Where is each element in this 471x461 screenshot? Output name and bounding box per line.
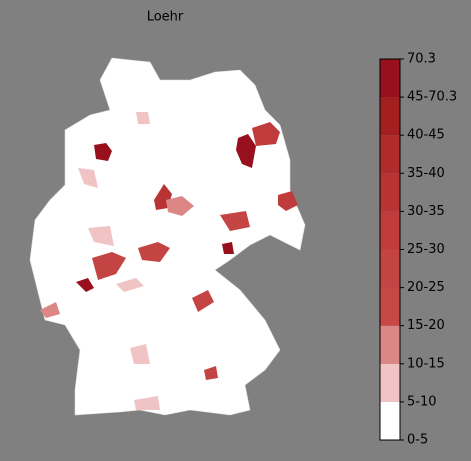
district <box>192 290 214 312</box>
district <box>220 211 250 231</box>
colorbar-label: 25-30 <box>407 242 445 257</box>
district <box>166 196 194 216</box>
colorbar-segment <box>380 363 400 402</box>
district <box>76 278 94 292</box>
map-title: Loehr <box>147 10 184 25</box>
colorbar-segment <box>380 173 400 212</box>
colorbar-segment <box>380 325 400 364</box>
colorbar-segment <box>380 59 400 98</box>
colorbar-segment <box>380 249 400 288</box>
district <box>94 143 112 161</box>
colorbar-segment <box>380 287 400 326</box>
colorbar-label: 20-25 <box>407 280 445 295</box>
colorbar-label: 40-45 <box>407 128 445 143</box>
colorbar-label: 15-20 <box>407 318 445 333</box>
district <box>78 168 98 188</box>
colorbar: 0-5 5-10 10-15 15-20 20-25 25-30 30-35 35-40 40-… <box>379 52 457 448</box>
colorbar-label: 0-5 <box>407 433 428 448</box>
district <box>222 242 234 254</box>
district <box>116 278 144 292</box>
colorbar-label: 30-35 <box>407 204 445 219</box>
district <box>130 344 150 364</box>
colorbar-label: 70.3 <box>407 52 436 67</box>
colorbar-label: 45-70.3 <box>407 90 457 105</box>
colorbar-segment <box>380 211 400 250</box>
district <box>134 396 160 410</box>
colorbar-segment <box>380 401 400 440</box>
district <box>236 134 256 168</box>
colorbar-label: 5-10 <box>407 394 437 409</box>
district <box>278 191 298 211</box>
district <box>40 302 60 318</box>
colorbar-label: 35-40 <box>407 166 445 181</box>
district <box>138 242 170 262</box>
district <box>92 252 126 280</box>
district <box>252 122 280 146</box>
germany-map <box>29 57 306 416</box>
colorbar-label: 10-15 <box>407 356 445 371</box>
district <box>204 366 218 380</box>
district <box>88 226 114 246</box>
colorbar-segment <box>380 135 400 174</box>
district <box>136 112 150 124</box>
colorbar-segment <box>380 97 400 136</box>
